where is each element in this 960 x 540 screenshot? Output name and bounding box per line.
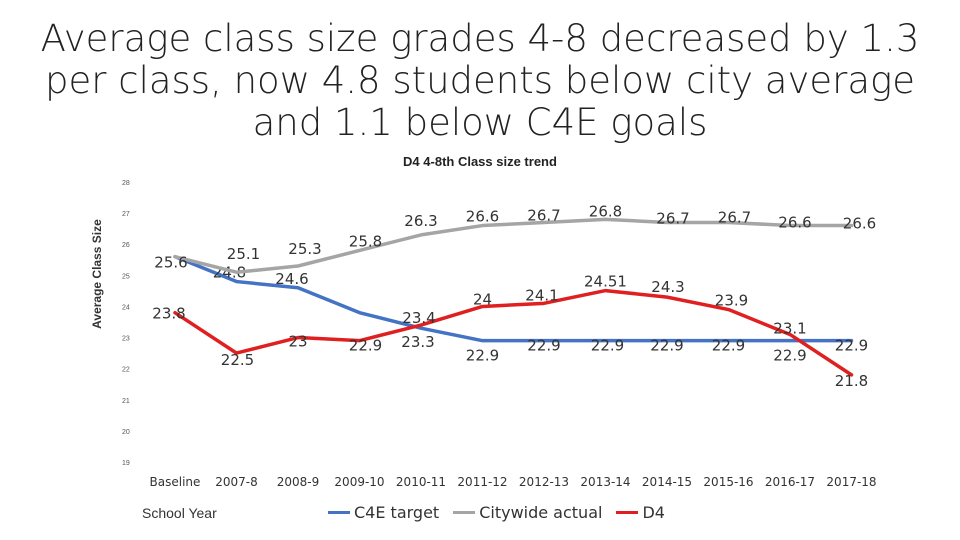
data-label-c4e-7: 22.9	[591, 337, 624, 355]
data-label-d4-10: 23.1	[773, 319, 806, 337]
data-label-d4-9: 23.9	[715, 292, 748, 310]
series-line-citywide	[173, 217, 854, 274]
legend: C4E target Citywide actual D4	[328, 503, 665, 522]
data-label-citywide-5: 26.6	[466, 208, 499, 226]
x-tick-label-2009-10: 2009-10	[334, 475, 384, 489]
data-label-c4e-6: 22.9	[527, 337, 560, 355]
y-tick-label-21: 21	[122, 398, 130, 405]
x-tick-label-2015-16: 2015-16	[703, 475, 753, 489]
data-label-d4-11: 21.8	[835, 372, 868, 390]
data-label-c4e-8: 22.9	[650, 337, 683, 355]
y-tick-label-28: 28	[122, 180, 130, 187]
x-tick-label-2007-8: 2007-8	[215, 475, 258, 489]
data-label-c4e-4: 23.3	[401, 333, 434, 351]
data-label-c4e-2: 24.6	[275, 270, 308, 288]
data-label-citywide-8: 26.7	[656, 209, 689, 227]
legend-label-d4: D4	[642, 503, 665, 522]
y-tick-label-27: 27	[122, 211, 130, 218]
legend-swatch-c4e	[328, 511, 350, 514]
data-label-d4-8: 24.3	[651, 278, 684, 296]
slide-title: Average class size grades 4-8 decreased …	[40, 17, 920, 144]
series-line-c4e	[173, 254, 854, 343]
data-label-citywide-3: 25.8	[349, 232, 382, 250]
data-label-d4-1: 22.5	[221, 351, 254, 369]
legend-item-citywide: Citywide actual	[453, 503, 602, 522]
data-label-citywide-11: 26.6	[843, 215, 876, 233]
data-label-d4-6: 24.1	[525, 286, 558, 304]
data-label-d4-2: 23	[288, 333, 307, 351]
x-tick-label-2017-18: 2017-18	[826, 475, 876, 489]
y-tick-label-19: 19	[122, 460, 130, 467]
data-label-citywide-10: 26.6	[778, 214, 811, 232]
data-label-citywide-4: 26.3	[404, 212, 437, 230]
data-label-c4e-9: 22.9	[712, 337, 745, 355]
y-tick-label-22: 22	[122, 367, 130, 374]
y-tick-label-24: 24	[122, 304, 130, 311]
data-label-d4-7: 24.51	[584, 273, 627, 291]
y-tick-label-20: 20	[122, 429, 130, 436]
data-label-d4-0: 23.8	[152, 305, 185, 323]
data-label-c4e-10: 22.9	[773, 347, 806, 365]
data-label-citywide-9: 26.7	[718, 208, 751, 226]
x-tick-label-2014-15: 2014-15	[642, 475, 692, 489]
x-axis-label: School Year	[142, 505, 217, 521]
data-label-d4-4: 23.4	[402, 309, 435, 327]
y-tick-label-25: 25	[122, 273, 130, 280]
legend-label-c4e: C4E target	[354, 503, 440, 522]
x-tick-label-2011-12: 2011-12	[457, 475, 507, 489]
x-tick-label-2012-13: 2012-13	[519, 475, 569, 489]
chart-title: D4 4-8th Class size trend	[403, 154, 557, 169]
data-label-citywide-1: 25.1	[227, 245, 260, 263]
data-label-citywide-7: 26.8	[589, 202, 622, 220]
legend-item-c4e: C4E target	[328, 503, 439, 522]
series-line-d4	[173, 288, 854, 377]
data-label-citywide-6: 26.7	[527, 206, 560, 224]
data-label-c4e-5: 22.9	[466, 347, 499, 365]
legend-label-citywide: Citywide actual	[479, 503, 603, 522]
legend-item-d4: D4	[616, 503, 665, 522]
data-label-d4-3: 22.9	[349, 337, 382, 355]
x-tick-label-2010-11: 2010-11	[396, 475, 446, 489]
x-tick-label-Baseline: Baseline	[150, 475, 201, 489]
data-label-d4-5: 24	[473, 290, 492, 308]
data-label-citywide-2: 25.3	[288, 240, 321, 258]
data-label-citywide-0: 25.6	[154, 254, 187, 272]
y-tick-label-26: 26	[122, 242, 130, 249]
x-tick-label-2016-17: 2016-17	[765, 475, 815, 489]
x-tick-label-2013-14: 2013-14	[580, 475, 630, 489]
y-tick-label-23: 23	[122, 336, 130, 343]
x-tick-label-2008-9: 2008-9	[277, 475, 320, 489]
legend-swatch-citywide	[453, 511, 476, 514]
data-label-c4e-11: 22.9	[835, 337, 868, 355]
legend-swatch-d4	[616, 511, 639, 514]
